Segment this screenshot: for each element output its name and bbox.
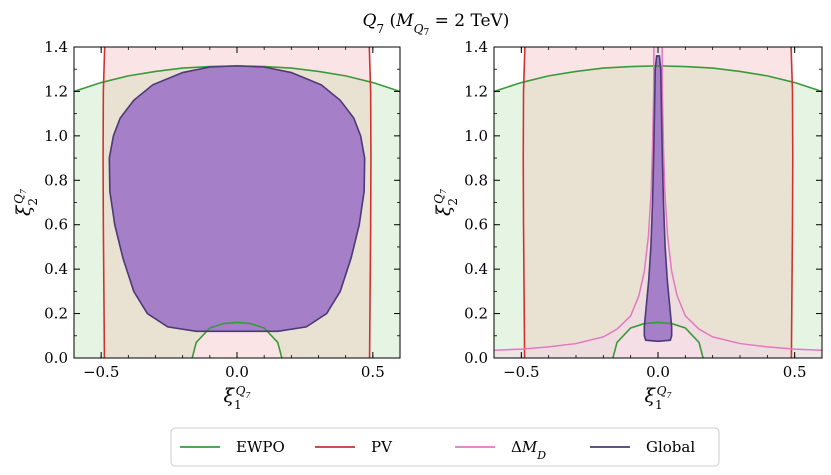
dmd-right-contour: [661, 47, 822, 351]
pv-left-contour: [102, 47, 106, 358]
legend-label-ewpo: EWPO: [236, 438, 285, 456]
x-tick-label: 0.0: [646, 363, 670, 381]
x-axis-label: ξ1Q7: [223, 384, 251, 412]
y-axis-label: ξ2Q7: [432, 188, 460, 216]
legend-label-global: Global: [646, 438, 695, 456]
x-axis-label: ξ1Q7: [644, 384, 672, 412]
y-tick-label: 0.8: [44, 171, 68, 189]
y-tick-label: 1.4: [44, 38, 68, 56]
y-tick-label: 0.2: [44, 305, 68, 323]
y-axis-label: ξ2Q7: [12, 188, 40, 216]
y-tick-label: 1.0: [44, 127, 68, 145]
ewpo-inner-contour: [612, 321, 704, 358]
y-tick-label: 0.2: [464, 305, 488, 323]
global-region: [644, 55, 672, 342]
chart-title: Q7 (MQ7 = 2 TeV): [363, 11, 510, 38]
ewpo-inner-contour: [191, 321, 283, 358]
legend-label-dmd: ΔMD: [511, 438, 546, 462]
dmd-left-contour: [494, 47, 655, 351]
pv-right-contour: [790, 47, 794, 358]
y-tick-label: 0.6: [464, 216, 488, 234]
plot-area: [494, 47, 822, 358]
y-tick-label: 0.4: [44, 260, 68, 278]
pv-right-contour: [368, 47, 372, 358]
y-tick-label: 0.8: [464, 171, 488, 189]
legend-label-pv: PV: [371, 438, 393, 456]
y-tick-label: 1.2: [44, 82, 68, 100]
legend: EWPO PV ΔMD Global: [170, 427, 720, 467]
x-tick-label: −0.5: [83, 363, 119, 381]
y-tick-label: 0.4: [464, 260, 488, 278]
left-panel: −0.5 0.0 0.5 0.0 0.2 0.4 0.6 0.8 1.0 1.2 1.4 ξ1Q7 ξ2…: [12, 38, 401, 412]
plot-area: [74, 47, 400, 358]
y-tick-label: 1.0: [464, 127, 488, 145]
right-panel: −0.5 0.0 0.5 0.0 0.2 0.4 0.6 0.8 1.0 1.2 1.4 ξ1Q7 ξ2…: [432, 38, 823, 412]
legend-box: [170, 427, 720, 467]
x-tick-label: 0.5: [783, 363, 807, 381]
y-tick-label: 1.2: [464, 82, 488, 100]
y-tick-label: 1.4: [464, 38, 488, 56]
y-tick-label: 0.0: [464, 349, 488, 367]
x-tick-label: 0.0: [225, 363, 249, 381]
global-contour: [643, 55, 673, 343]
x-tick-label: −0.5: [503, 363, 539, 381]
y-tick-label: 0.0: [44, 349, 68, 367]
global-region: [109, 65, 365, 332]
ewpo-outer-contour: [494, 65, 822, 93]
global-contour: [108, 65, 366, 333]
y-tick-label: 0.6: [44, 216, 68, 234]
pv-left-contour: [522, 47, 526, 358]
x-tick-label: 0.5: [361, 363, 385, 381]
